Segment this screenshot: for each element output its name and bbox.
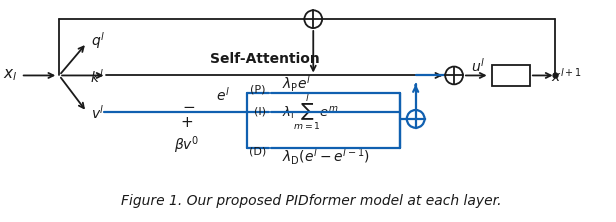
Text: $\beta v^0$: $\beta v^0$ — [174, 135, 199, 156]
Text: $x^{l+1}$: $x^{l+1}$ — [551, 67, 582, 84]
Text: Self-Attention: Self-Attention — [210, 52, 320, 65]
Bar — [492, 65, 530, 86]
Text: (P): (P) — [251, 84, 266, 94]
Text: $k^l$: $k^l$ — [90, 67, 103, 85]
Text: (D): (D) — [249, 147, 266, 157]
Text: (I): (I) — [254, 107, 266, 117]
Text: FFN: FFN — [495, 68, 526, 82]
Text: $\lambda_{\rm P} e^l$: $\lambda_{\rm P} e^l$ — [282, 74, 310, 94]
Text: $u^l$: $u^l$ — [471, 57, 485, 74]
Text: $e^l$: $e^l$ — [216, 86, 230, 104]
Circle shape — [304, 10, 322, 28]
Text: $x_l$: $x_l$ — [4, 68, 18, 83]
Text: $-$: $-$ — [182, 98, 195, 113]
Circle shape — [445, 67, 463, 84]
Text: $q^l$: $q^l$ — [91, 30, 105, 51]
Text: $+$: $+$ — [180, 115, 193, 130]
Text: $\lambda_{\rm D}(e^l - e^{l-1})$: $\lambda_{\rm D}(e^l - e^{l-1})$ — [282, 147, 370, 167]
Text: Figure 1. Our proposed PIDformer model at each layer.: Figure 1. Our proposed PIDformer model a… — [121, 194, 501, 208]
Text: $v^l$: $v^l$ — [91, 104, 104, 122]
Circle shape — [407, 110, 424, 128]
Text: $\lambda_{\rm I}\sum_{m=1}^{l}e^m$: $\lambda_{\rm I}\sum_{m=1}^{l}e^m$ — [282, 92, 339, 132]
